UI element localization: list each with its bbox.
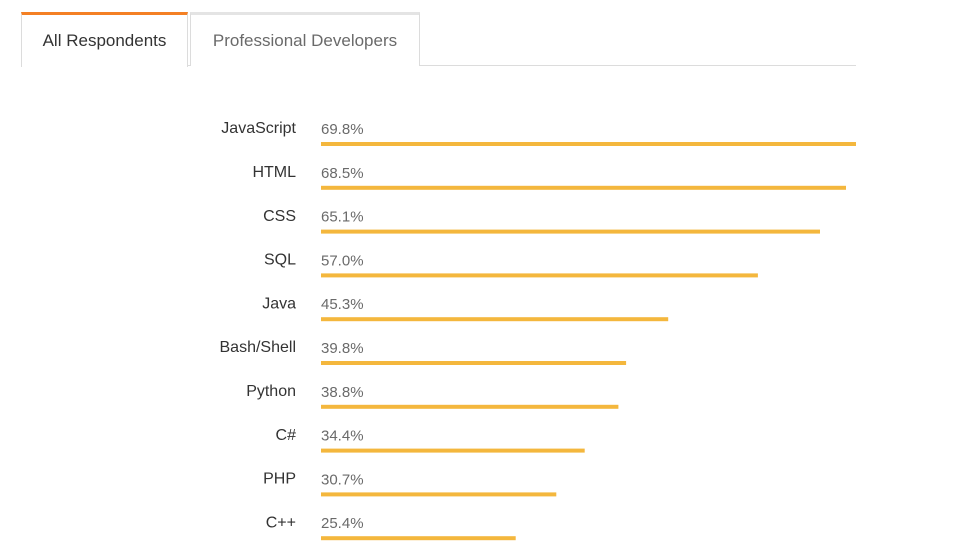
category-label: SQL [264,252,296,269]
bar [321,404,619,409]
category-label: C++ [266,514,296,531]
category-label: Java [262,295,296,312]
bar [321,142,856,146]
value-label: 69.8% [321,121,364,138]
bar [321,273,758,278]
bar [321,536,516,541]
value-label: 57.0% [321,252,364,269]
value-label: 65.1% [321,209,364,226]
category-label: C# [276,427,297,444]
value-label: 45.3% [321,296,364,313]
tab-professional-developers[interactable]: Professional Developers [190,12,420,66]
value-label: 30.7% [321,471,364,488]
bar [321,448,585,453]
category-label: HTML [252,164,296,181]
category-label: JavaScript [221,120,296,137]
tab-all-respondents[interactable]: All Respondents [21,12,188,67]
value-label: 68.5% [321,165,364,182]
category-label: Bash/Shell [220,339,297,356]
category-label: CSS [263,208,296,225]
bar [321,361,627,365]
bar [321,185,846,190]
value-label: 38.8% [321,384,364,401]
respondent-tabs: All Respondents Professional Developers [21,12,856,67]
category-label: PHP [263,471,296,488]
category-label: Python [246,383,296,400]
bar [321,492,557,497]
value-label: 25.4% [321,515,364,532]
bar [321,229,820,234]
value-label: 39.8% [321,340,364,357]
value-label: 34.4% [321,428,364,445]
bar [321,317,669,322]
